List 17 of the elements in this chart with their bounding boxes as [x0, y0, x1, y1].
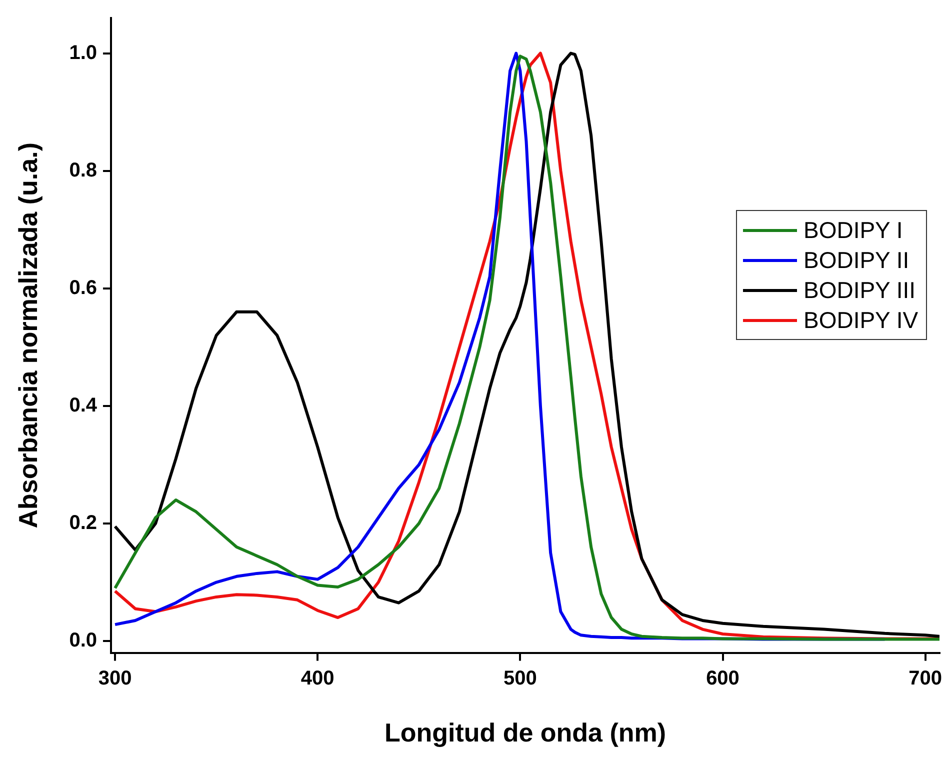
y-axis-title: Absorbancia normalizada (u.a.) — [12, 142, 43, 528]
x-tick-label: 400 — [300, 667, 334, 690]
x-tick-label: 500 — [503, 667, 537, 690]
x-tick-label: 700 — [908, 667, 942, 690]
y-tick-label: 0.8 — [69, 159, 98, 182]
y-tick-label: 0.4 — [69, 394, 98, 416]
y-tick-label: 0.2 — [69, 512, 98, 534]
legend-label: BODIPY IV — [803, 306, 918, 336]
y-tick-label: 0.0 — [69, 630, 98, 652]
y-tick-label: 0.6 — [69, 276, 98, 299]
x-tick-label: 300 — [98, 667, 132, 690]
x-tick-label: 600 — [706, 667, 740, 690]
legend-label: BODIPY II — [803, 246, 910, 276]
legend-label: BODIPY III — [803, 276, 916, 306]
legend-label: BODIPY I — [803, 216, 903, 246]
y-tick-label: 1.0 — [69, 42, 98, 64]
x-axis-title: Longitud de onda (nm) — [384, 718, 666, 748]
